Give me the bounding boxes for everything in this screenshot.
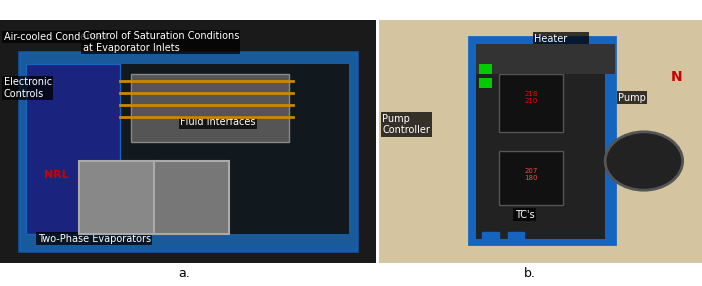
Text: Electronic
Controls: Electronic Controls — [4, 77, 52, 99]
FancyBboxPatch shape — [479, 78, 492, 88]
Text: 207
180: 207 180 — [524, 168, 538, 181]
Text: Pump: Pump — [618, 93, 646, 103]
FancyBboxPatch shape — [26, 64, 120, 234]
Text: Fluid Interfaces: Fluid Interfaces — [180, 117, 256, 127]
Text: Pump
Controller: Pump Controller — [383, 114, 430, 135]
Text: Control of Saturation Conditions
at Evaporator Inlets: Control of Saturation Conditions at Evap… — [83, 31, 239, 53]
Text: Heater
Controllers: Heater Controllers — [534, 33, 587, 55]
FancyBboxPatch shape — [154, 161, 229, 234]
FancyBboxPatch shape — [26, 64, 350, 234]
FancyBboxPatch shape — [508, 232, 524, 244]
Text: a.: a. — [178, 267, 190, 280]
FancyBboxPatch shape — [470, 37, 615, 244]
FancyBboxPatch shape — [19, 52, 357, 251]
FancyBboxPatch shape — [476, 44, 615, 74]
FancyBboxPatch shape — [482, 232, 498, 244]
Text: Air-cooled Condenser: Air-cooled Condenser — [4, 32, 107, 42]
Text: N: N — [670, 70, 682, 84]
Text: Two-Phase Evaporators: Two-Phase Evaporators — [38, 234, 151, 244]
Text: TC's: TC's — [515, 210, 534, 219]
Text: b.: b. — [524, 267, 536, 280]
Circle shape — [605, 132, 682, 190]
Text: 218
210: 218 210 — [524, 91, 538, 104]
Text: NRL: NRL — [44, 170, 69, 180]
FancyBboxPatch shape — [476, 44, 605, 239]
FancyBboxPatch shape — [79, 161, 154, 234]
FancyBboxPatch shape — [498, 151, 563, 205]
FancyBboxPatch shape — [498, 74, 563, 132]
FancyBboxPatch shape — [479, 64, 492, 74]
FancyBboxPatch shape — [131, 74, 289, 142]
